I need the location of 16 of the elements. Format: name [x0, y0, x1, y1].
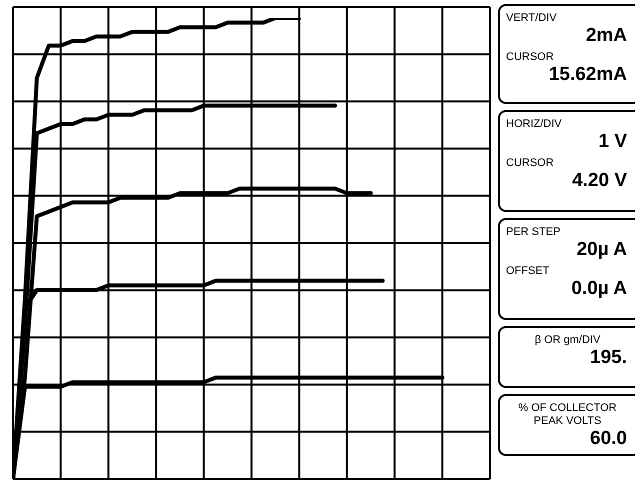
text: HORIZ/DIV	[506, 118, 563, 131]
text: 60.0	[589, 428, 628, 450]
text: 2mA	[584, 25, 628, 47]
text: OFFSET	[506, 265, 550, 278]
text: 195.	[589, 347, 628, 369]
text: 1 V	[597, 131, 628, 153]
text: % OF COLLECTOR PEAK VOLTS	[517, 402, 618, 428]
text: 20µ A	[576, 239, 628, 261]
text: 15.62mA	[548, 64, 628, 86]
text: VERT/DIV	[506, 12, 558, 25]
text: CURSOR	[506, 51, 555, 64]
text: 0.0µ A	[570, 278, 628, 300]
text: PER STEP	[506, 226, 562, 239]
text: β OR gm/DIV	[534, 334, 602, 347]
text: CURSOR	[506, 157, 555, 170]
text: 4.20 V	[571, 170, 628, 192]
